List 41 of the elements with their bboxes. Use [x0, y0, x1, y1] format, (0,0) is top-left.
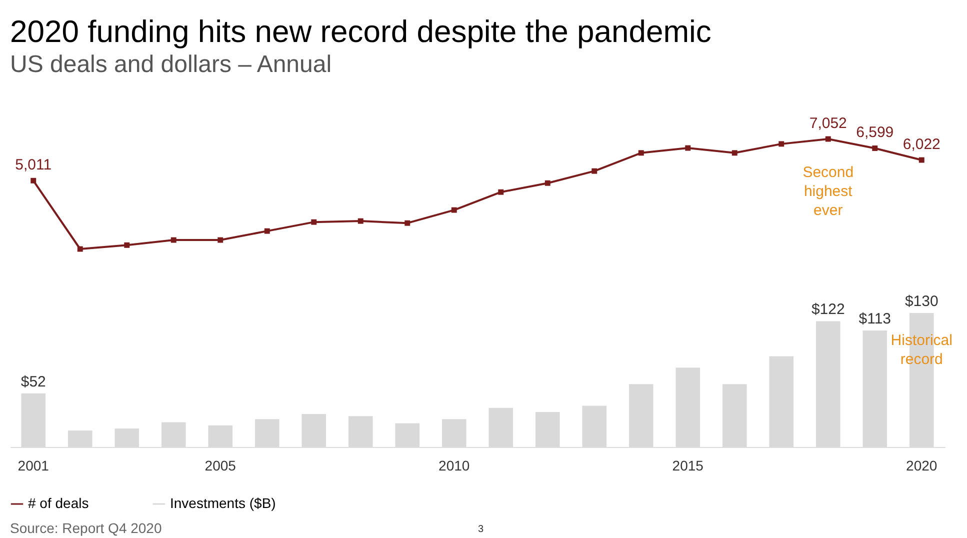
- data-label: $122: [811, 301, 845, 318]
- text: 3: [478, 524, 484, 535]
- data-label: 6,599: [856, 124, 894, 142]
- data-label: 5,011: [15, 156, 52, 174]
- point: [778, 141, 784, 147]
- point: [498, 189, 504, 195]
- chart-subtitle: US deals and dollars – Annual: [10, 50, 333, 80]
- x-tick-label: 2010: [438, 458, 470, 474]
- point: [544, 180, 550, 186]
- data-label: 7,052: [809, 115, 847, 132]
- point: [311, 219, 317, 225]
- legend-label: Investments ($B): [170, 495, 276, 511]
- legend-label: # of deals: [28, 495, 89, 511]
- point: [918, 157, 924, 163]
- annotation: Historical record: [890, 332, 952, 368]
- x-tick-label: 2015: [672, 458, 704, 474]
- point: [30, 178, 36, 184]
- data-label: 6,022: [902, 136, 940, 154]
- chart-title: 2020 funding hits new record despite the pandemic: [10, 14, 712, 50]
- point: [451, 207, 457, 213]
- point: [358, 218, 364, 224]
- x-tick-label: 2020: [906, 458, 938, 474]
- point: [592, 168, 598, 174]
- point: [872, 146, 878, 151]
- annotation: Second highest ever: [802, 164, 854, 219]
- source-note: Source: Report Q4 2020: [10, 520, 162, 536]
- point: [170, 237, 176, 243]
- point: [124, 242, 130, 248]
- data-label: $130: [904, 293, 938, 310]
- point: [685, 145, 691, 151]
- point: [404, 220, 410, 226]
- x-tick-label: 2005: [204, 458, 236, 474]
- point: [732, 150, 738, 156]
- data-label: $113: [858, 310, 892, 328]
- point: [638, 150, 644, 156]
- point: [264, 228, 270, 234]
- data-label: $52: [20, 373, 46, 390]
- point: [77, 246, 83, 252]
- point: [218, 237, 224, 243]
- x-tick-label: 2001: [18, 458, 50, 474]
- point: [825, 136, 831, 142]
